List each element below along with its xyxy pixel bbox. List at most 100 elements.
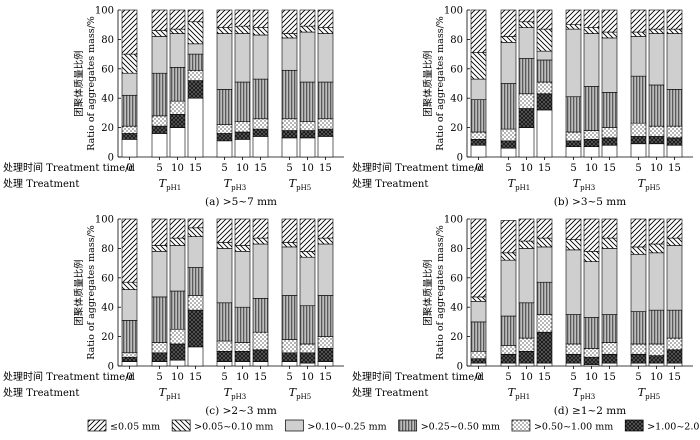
bar-segment bbox=[601, 248, 618, 315]
bar-segment bbox=[648, 84, 665, 127]
legend-item: >0.50~1.00 mm bbox=[511, 419, 613, 433]
bar-segment bbox=[299, 130, 316, 139]
bar-segment bbox=[565, 28, 582, 98]
bar-segment bbox=[216, 33, 233, 90]
bar-segment bbox=[299, 121, 316, 131]
bar-segment bbox=[151, 296, 168, 343]
bar-segment bbox=[630, 136, 647, 145]
bar-segment bbox=[187, 309, 204, 348]
bar-segment bbox=[151, 352, 168, 362]
x-tick-label-day: 10 bbox=[520, 372, 533, 383]
bar-segment bbox=[666, 33, 683, 90]
bar-segment bbox=[470, 362, 487, 367]
bar-segment bbox=[151, 72, 168, 117]
bar-segment bbox=[216, 361, 233, 367]
x-tick-label-day: 5 bbox=[570, 372, 576, 383]
legend-item: ≤0.05 mm bbox=[87, 419, 160, 433]
bar-segment bbox=[121, 218, 138, 283]
legend-label: >0.10~0.25 mm bbox=[307, 422, 386, 433]
legend-label: >0.25~0.50 mm bbox=[421, 422, 500, 433]
bar-segment bbox=[299, 352, 316, 364]
legend-item: >0.05~0.10 mm bbox=[171, 419, 273, 433]
bar-segment bbox=[252, 128, 269, 137]
bar-segment bbox=[317, 27, 334, 34]
bar-segment bbox=[583, 33, 600, 87]
bar-segment bbox=[216, 133, 233, 142]
bar-segment bbox=[187, 236, 204, 268]
bar-segment bbox=[536, 246, 553, 283]
bar-segment bbox=[583, 139, 600, 148]
legend-label: >0.50~1.00 mm bbox=[534, 422, 613, 433]
bar-segment bbox=[536, 362, 553, 367]
row-label-time: 处理时间 Treatment time/d bbox=[3, 370, 136, 383]
bar-segment bbox=[216, 124, 233, 134]
bar-segment bbox=[518, 21, 535, 28]
bar-segment bbox=[169, 127, 186, 158]
bar-segment bbox=[648, 9, 665, 30]
bar-segment bbox=[317, 218, 334, 239]
bar-segment bbox=[630, 353, 647, 364]
bar-segment bbox=[518, 302, 535, 339]
bar-segment bbox=[252, 349, 269, 362]
x-tick-label-day: 5 bbox=[570, 163, 576, 174]
bar-segment bbox=[630, 311, 647, 345]
bar-segment bbox=[583, 251, 600, 262]
bar-segment bbox=[281, 246, 298, 296]
bar-segment bbox=[317, 136, 334, 158]
bar-segment bbox=[536, 218, 553, 239]
x-tick-label-day: 15 bbox=[189, 163, 202, 174]
bar-segment bbox=[648, 143, 665, 158]
bar-segment bbox=[666, 237, 683, 246]
bar-segment bbox=[518, 93, 535, 109]
x-tick-label-day: 5 bbox=[286, 163, 292, 174]
bar-segment bbox=[281, 37, 298, 71]
treatment-group-label: TpH3 bbox=[224, 177, 246, 192]
y-tick-label: 20 bbox=[450, 332, 463, 343]
bar-segment bbox=[565, 140, 582, 148]
bar-segment bbox=[151, 361, 168, 367]
bar-segment bbox=[470, 131, 487, 140]
bar-segment bbox=[518, 362, 535, 367]
x-tick-label-day: 0 bbox=[475, 163, 481, 174]
bar-segment bbox=[234, 245, 251, 252]
bar-segment bbox=[317, 361, 334, 367]
bar-segment bbox=[252, 298, 269, 333]
x-tick-label-day: 0 bbox=[126, 372, 132, 383]
x-tick-label-day: 10 bbox=[650, 372, 663, 383]
bar-segment bbox=[601, 31, 618, 39]
bar-segment bbox=[470, 52, 487, 80]
row-label-time: 处理时间 Treatment time/d bbox=[352, 370, 485, 383]
bar-segment bbox=[252, 237, 269, 245]
bar-segment bbox=[317, 336, 334, 349]
bar-segment bbox=[121, 94, 138, 127]
bar-segment bbox=[601, 353, 618, 364]
bar-segment bbox=[187, 97, 204, 158]
bar-segment bbox=[630, 362, 647, 367]
x-tick-label-day: 5 bbox=[156, 372, 162, 383]
legend-label: >0.05~0.10 mm bbox=[194, 422, 273, 433]
bar-segment bbox=[281, 33, 298, 39]
x-tick-label-day: 15 bbox=[319, 372, 332, 383]
row-label-time: 处理时间 Treatment time/d bbox=[3, 161, 136, 174]
legend-item: >1.00~2.00 mm bbox=[624, 419, 700, 433]
bar-segment bbox=[536, 81, 553, 95]
x-tick-label-day: 10 bbox=[171, 163, 184, 174]
bar-segment bbox=[169, 28, 186, 34]
y-axis-title-cn: 团聚体质量比例 bbox=[73, 259, 85, 326]
bar-segment bbox=[648, 28, 665, 34]
bar-segment bbox=[648, 33, 665, 86]
bar-segment bbox=[216, 302, 233, 342]
y-tick-label: 20 bbox=[101, 332, 114, 343]
bar-segment bbox=[536, 9, 553, 30]
bar-segment bbox=[565, 131, 582, 142]
bar-segment bbox=[630, 143, 647, 158]
bar-segment bbox=[470, 144, 487, 158]
bar-segment bbox=[648, 309, 665, 345]
bar-segment bbox=[121, 72, 138, 96]
bar-segment bbox=[151, 125, 168, 134]
treatment-group-label: TpH5 bbox=[638, 386, 660, 401]
bar-segment bbox=[187, 43, 204, 55]
bar-segment bbox=[601, 127, 618, 139]
bar-segment bbox=[121, 133, 138, 140]
